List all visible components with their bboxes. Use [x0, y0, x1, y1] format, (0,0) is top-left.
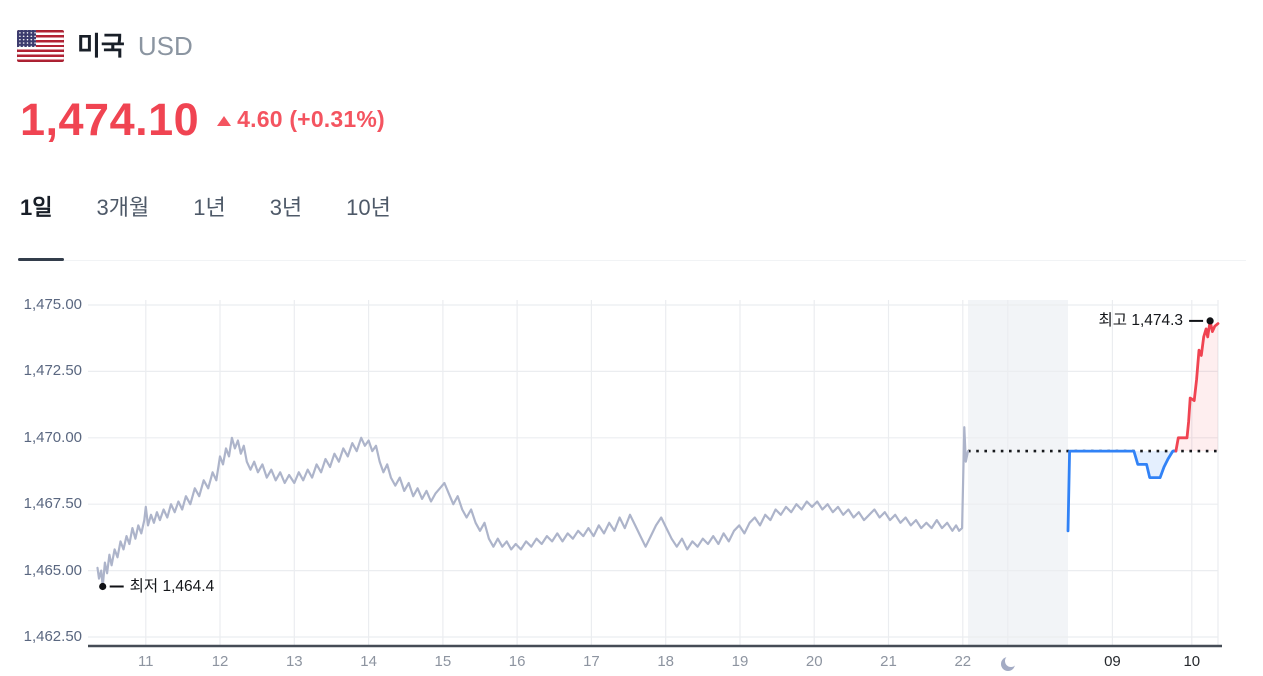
price-change: 4.60 (+0.31%) — [217, 106, 385, 133]
period-tab-1일[interactable]: 1일 — [20, 194, 52, 223]
us-flag-icon — [17, 30, 64, 62]
period-tab-1년[interactable]: 1년 — [193, 194, 225, 223]
currency-code: USD — [137, 31, 193, 61]
period-tab-10년[interactable]: 10년 — [346, 194, 391, 223]
low-marker-dot — [99, 582, 107, 591]
previous-session-line — [96, 426, 970, 588]
today-below-prev-close-line — [1066, 449, 1178, 533]
today-below-prev-close-fill — [1068, 451, 1176, 531]
period-tab-3년[interactable]: 3년 — [270, 194, 302, 223]
active-tab-underline — [18, 258, 64, 261]
tabs-divider — [20, 260, 1246, 261]
up-arrow-icon — [217, 115, 232, 126]
high-marker-dot — [1206, 317, 1214, 325]
price-change-text: 4.60 (+0.31%) — [237, 106, 385, 133]
period-tab-3개월[interactable]: 3개월 — [96, 194, 149, 223]
price-row: 1,474.10 4.60 (+0.31%) — [20, 94, 385, 145]
currency-header: 미국 USD — [17, 30, 193, 62]
country-name: 미국 — [77, 31, 125, 61]
overnight-band — [968, 300, 1068, 646]
current-price: 1,474.10 — [20, 94, 200, 145]
period-tabs: 1일 3개월 1년 3년 10년 — [20, 194, 391, 223]
today-above-prev-close-line — [1174, 319, 1220, 453]
